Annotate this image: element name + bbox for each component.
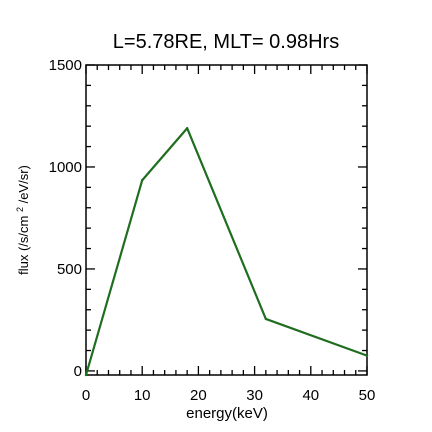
y-tick-label: 1500	[49, 57, 82, 74]
series-line	[84, 127, 369, 377]
x-axis-label: energy(keV)	[186, 405, 268, 422]
data-point	[365, 354, 369, 357]
x-tick-label: 20	[190, 387, 207, 404]
x-tick-label: 40	[302, 387, 319, 404]
y-tick-label: 1000	[49, 159, 82, 176]
data-point	[185, 127, 189, 130]
data-point	[141, 179, 144, 182]
x-tick-label: 50	[359, 387, 376, 404]
y-tick-label: 500	[57, 261, 82, 278]
y-axis-label: flux (/s/cm 2 /eV/sr)	[11, 165, 31, 275]
y-tick-label: 0	[74, 363, 82, 380]
data-point	[84, 373, 88, 377]
x-tick-label: 0	[82, 387, 90, 404]
plot-frame	[85, 64, 368, 376]
x-tick-label: 10	[134, 387, 151, 404]
y-axis-label-prefix: flux (/s/cm	[16, 216, 31, 275]
x-tick-label: 30	[246, 387, 263, 404]
chart-title: L=5.78RE, MLT= 0.98Hrs	[113, 31, 339, 53]
data-point	[264, 317, 268, 321]
y-axis-label-superscript: 2	[15, 207, 25, 212]
series-layer	[84, 127, 369, 377]
plot-area	[85, 64, 368, 376]
y-axis-label-suffix: /eV/sr)	[16, 165, 31, 203]
